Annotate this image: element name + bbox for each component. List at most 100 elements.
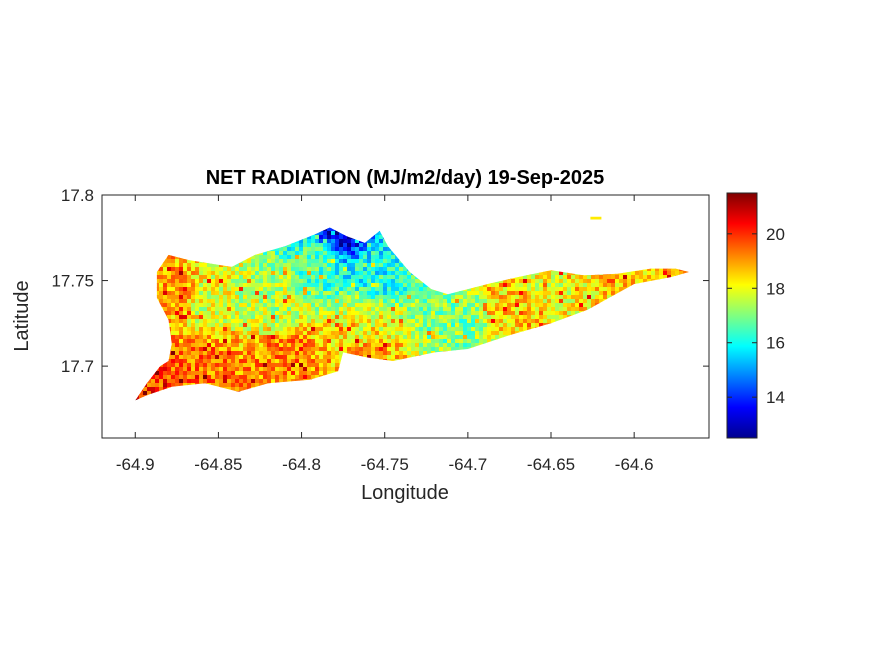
heatmap-cell [175,271,180,276]
heatmap-cell [307,307,312,312]
heatmap-cell [391,275,396,280]
heatmap-cell [255,307,260,312]
heatmap-cell [351,315,356,320]
heatmap-cell [239,363,244,368]
heatmap-cell [251,335,256,340]
heatmap-cell [375,327,380,332]
heatmap-cell [363,287,368,292]
heatmap-cell [471,291,476,296]
heatmap-cell [243,303,248,308]
heatmap-cell [259,251,264,256]
heatmap-cell [267,351,272,356]
heatmap-cell [595,275,600,280]
heatmap-cell [343,271,348,276]
heatmap-cell [295,291,300,296]
heatmap-cell [339,319,344,324]
heatmap-cell [499,315,504,320]
heatmap-cell [439,323,444,328]
heatmap-cell [467,327,472,332]
heatmap-cell [411,327,416,332]
heatmap-cell [183,303,188,308]
heatmap-cell [323,355,328,360]
heatmap-cell [219,319,224,324]
heatmap-cell [335,335,340,340]
heatmap-cell [191,311,196,316]
heatmap-cell [375,283,380,288]
heatmap-cell [423,283,428,288]
heatmap-cell [255,335,260,340]
heatmap-cell [263,263,268,268]
heatmap-cell [479,315,484,320]
heatmap-cell [443,307,448,312]
heatmap-cell [439,347,444,352]
heatmap-cell [479,299,484,304]
heatmap-cell [159,271,164,276]
heatmap-cell [263,279,268,284]
heatmap-cell [291,307,296,312]
heatmap-cell [347,271,352,276]
heatmap-cell [199,351,204,356]
heatmap-cell [227,367,232,372]
heatmap-cell [387,275,392,280]
heatmap-cell [367,339,372,344]
heatmap-cell [431,323,436,328]
heatmap-cell [167,315,172,320]
heatmap-cell [235,367,240,372]
heatmap-cell [399,295,404,300]
heatmap-cell [247,287,252,292]
heatmap-cell [527,279,532,284]
heatmap-cell [163,271,168,276]
heatmap-cell [171,259,176,264]
heatmap-cell [347,351,352,356]
heatmap-cell [251,311,256,316]
heatmap-cell [519,279,524,284]
heatmap-cell [283,287,288,292]
heatmap-cell [227,303,232,308]
heatmap-cell [259,291,264,296]
heatmap-cell [463,339,468,344]
heatmap-cell [211,291,216,296]
heatmap-cell [251,359,256,364]
heatmap-cell [383,339,388,344]
heatmap-cell [291,263,296,268]
heatmap-cell [555,283,560,288]
heatmap-cell [287,363,292,368]
heatmap-cell [655,275,660,280]
heatmap-cell [359,347,364,352]
heatmap-cell [351,259,356,264]
heatmap-cell [339,235,344,240]
heatmap-cell [287,343,292,348]
heatmap-cell [403,339,408,344]
heatmap-cell [331,355,336,360]
heatmap-cell [179,323,184,328]
heatmap-cell [231,347,236,352]
heatmap-cell [183,335,188,340]
heatmap-cell [375,287,380,292]
heatmap-cell [299,299,304,304]
heatmap-cell [383,255,388,260]
heatmap-cell [323,359,328,364]
heatmap-cell [187,291,192,296]
heatmap-cell [251,303,256,308]
heatmap-cell [387,303,392,308]
heatmap-cell [407,355,412,360]
heatmap-cell [383,347,388,352]
heatmap-cell [491,335,496,340]
heatmap-cell [311,355,316,360]
heatmap-cell [367,331,372,336]
heatmap-cell [527,303,532,308]
heatmap-cell [331,351,336,356]
heatmap-cell [211,327,216,332]
heatmap-cell [375,355,380,360]
heatmap-cell [403,315,408,320]
heatmap-cell [415,331,420,336]
heatmap-cell [171,331,176,336]
heatmap-cell [603,295,608,300]
heatmap-cell [483,331,488,336]
heatmap-cell [507,279,512,284]
heatmap-cell [295,347,300,352]
heatmap-cell [471,299,476,304]
heatmap-cell [251,259,256,264]
heatmap-cell [519,319,524,324]
heatmap-cell [255,263,260,268]
